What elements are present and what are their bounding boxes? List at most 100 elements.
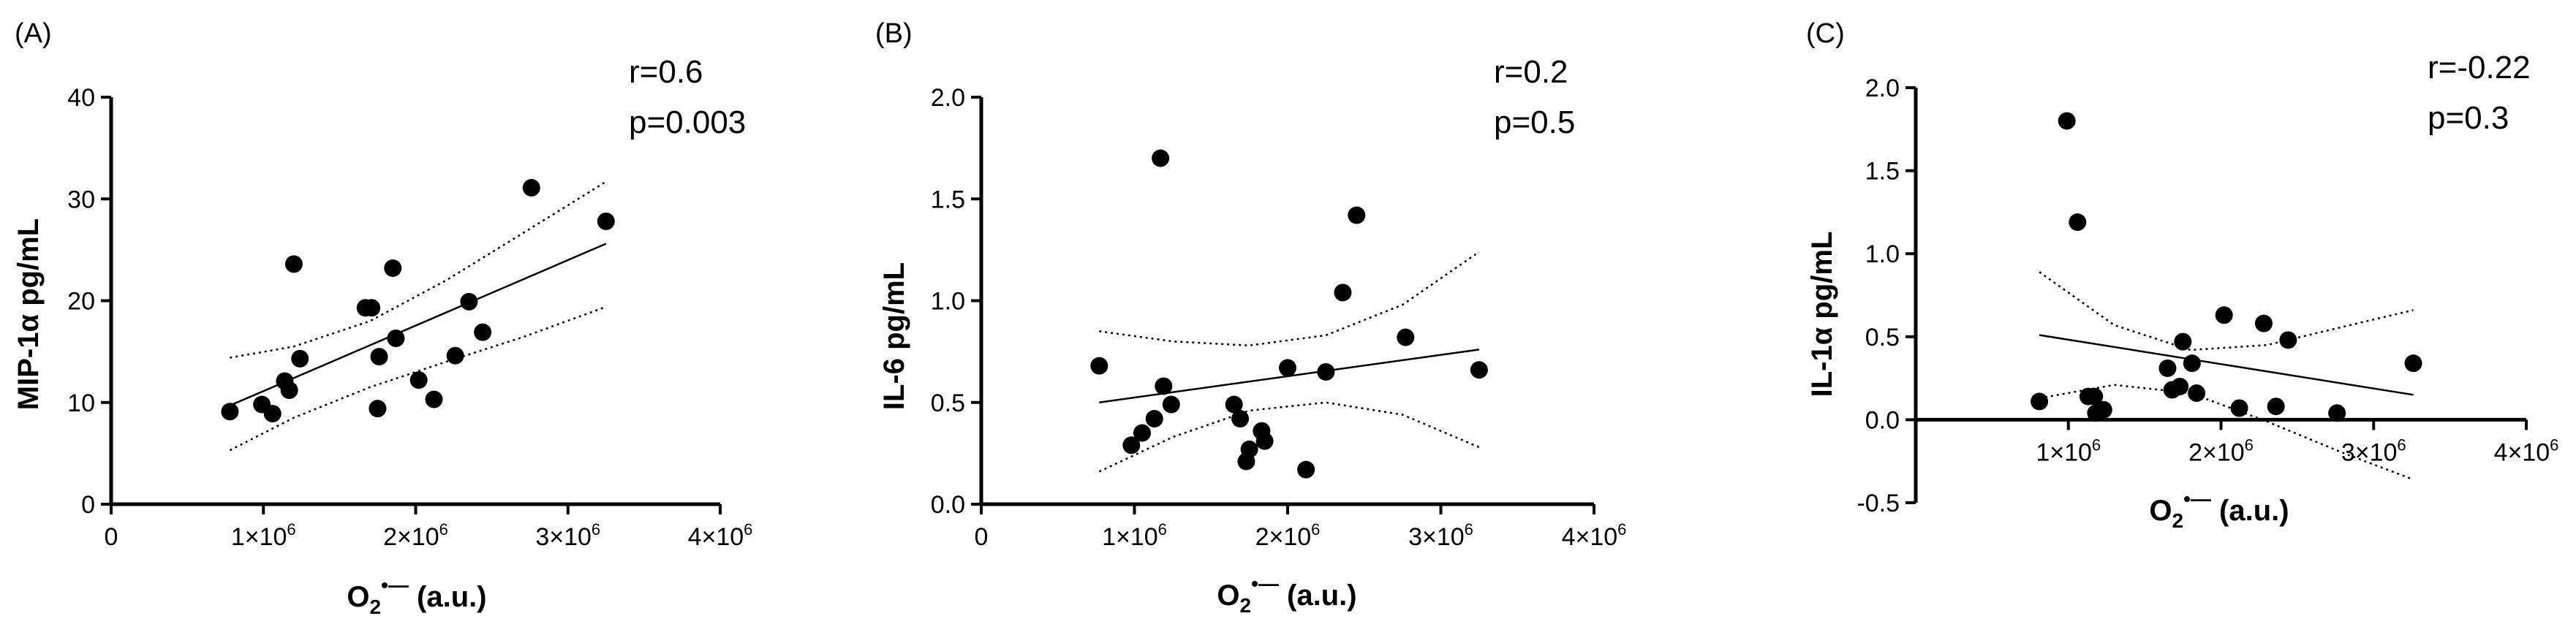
data-point-c <box>2230 399 2248 417</box>
data-point-a <box>409 371 428 389</box>
x-tick-label-a: 4×106 <box>688 520 753 551</box>
x-tick-label-a: 1×106 <box>231 520 296 551</box>
data-point-a <box>474 323 492 341</box>
x-tick-label-b: 3×106 <box>1408 520 1473 551</box>
data-point-a <box>291 349 309 368</box>
data-point-b <box>1470 361 1488 379</box>
regression-line-c <box>2039 334 2414 396</box>
x-tick-label-c: 2×106 <box>2188 436 2254 466</box>
panel-b: (B) r=0.2 p=0.5 IL-6 pg/mL 0.0 0.5 1.0 1.5 2… <box>875 18 1626 617</box>
data-point-b <box>1122 436 1141 455</box>
ci-upper-b <box>1099 251 1480 347</box>
data-point-b <box>1162 395 1180 414</box>
stat-p-a: p=0.003 <box>629 104 746 140</box>
y-tick-label-c: 1.0 <box>1865 240 1900 268</box>
data-point-c <box>2158 359 2177 377</box>
data-point-c <box>2254 314 2273 332</box>
data-point-c <box>2279 331 2297 349</box>
panel-label-b: (B) <box>875 18 913 49</box>
y-tick-label-a: 40 <box>67 84 95 112</box>
ci-upper-c <box>2039 271 2414 351</box>
data-point-a <box>370 348 388 366</box>
data-point-c <box>2085 387 2104 406</box>
data-point-c <box>2094 400 2112 419</box>
y-tick-label-b: 2.0 <box>931 84 965 112</box>
data-point-c <box>2404 354 2422 373</box>
data-point-b <box>1133 424 1151 442</box>
data-point-a <box>597 212 615 230</box>
x-tick-label-b: 0 <box>975 523 989 551</box>
data-point-b <box>1225 395 1243 414</box>
data-point-b <box>1397 328 1415 346</box>
y-tick-label-b: 1.5 <box>931 186 965 213</box>
ci-lower-c <box>2039 384 2414 481</box>
data-point-a <box>369 400 387 418</box>
data-point-b <box>1152 149 1170 167</box>
y-tick-label-a: 0 <box>81 491 95 519</box>
panel-a: (A) r=0.6 p=0.003 MIP-1α pg/mL 0 10 20 30 40… <box>12 18 752 618</box>
data-point-b <box>1155 377 1173 395</box>
data-point-b <box>1090 357 1108 375</box>
stat-r-c: r=-0.22 <box>2428 50 2531 85</box>
y-tick-label-c: 2.0 <box>1865 75 1900 102</box>
x-axis-label-c: O2•— (a.u.) <box>2149 487 2289 532</box>
y-tick-label-b: 1.0 <box>931 288 965 316</box>
data-point-c <box>2183 354 2201 373</box>
ci-upper-a <box>230 180 607 359</box>
data-point-c <box>2215 306 2233 324</box>
data-point-b <box>1317 362 1335 381</box>
data-point-b <box>1297 460 1315 479</box>
y-tick-label-c: 1.5 <box>1865 158 1900 186</box>
x-tick-label-c: 3×106 <box>2341 436 2406 466</box>
data-point-a <box>363 299 381 317</box>
data-point-a <box>446 346 464 365</box>
data-point-b <box>1231 410 1250 428</box>
data-point-c <box>2328 404 2346 422</box>
data-point-a <box>387 330 405 348</box>
panel-label-a: (A) <box>15 18 52 49</box>
data-point-a <box>221 403 239 421</box>
data-point-a <box>384 259 402 277</box>
data-point-c <box>2031 392 2049 411</box>
data-point-b <box>1255 432 1274 450</box>
x-axis-label-a: O2•— (a.u.) <box>347 574 486 618</box>
y-axis-label-a: MIP-1α pg/mL <box>12 218 45 410</box>
data-point-b <box>1145 410 1163 428</box>
data-point-a <box>263 405 282 423</box>
y-tick-label-a: 10 <box>67 389 95 417</box>
data-point-a <box>522 178 540 197</box>
y-axis-label-c: IL-1α pg/mL <box>1806 232 1838 398</box>
data-point-b <box>1334 284 1352 302</box>
data-point-b <box>1240 440 1258 458</box>
data-point-b <box>1279 359 1296 377</box>
panel-label-c: (C) <box>1806 18 1845 49</box>
y-tick-label-a: 30 <box>67 186 95 213</box>
y-tick-label-b: 0.5 <box>931 389 965 417</box>
x-tick-label-a: 0 <box>105 523 118 551</box>
x-tick-label-b: 1×106 <box>1102 520 1167 551</box>
stat-r-a: r=0.6 <box>629 54 703 90</box>
y-tick-label-c: -0.5 <box>1857 490 1900 517</box>
data-point-c <box>2267 398 2285 416</box>
data-point-c <box>2188 384 2206 403</box>
data-point-c <box>2069 213 2087 232</box>
y-tick-label-b: 0.0 <box>931 491 965 519</box>
data-point-a <box>280 381 298 400</box>
data-point-a <box>284 255 303 273</box>
data-point-c <box>2171 377 2189 395</box>
panel-c: (C) r=-0.22 p=0.3 IL-1α pg/mL -0.5 0.0 0.5… <box>1806 18 2558 532</box>
x-tick-label-c: 1×106 <box>2036 436 2101 466</box>
data-point-c <box>2174 332 2192 351</box>
data-point-c <box>2058 112 2076 130</box>
y-axis-label-b: IL-6 pg/mL <box>878 262 910 410</box>
ci-lower-a <box>229 305 607 452</box>
x-tick-label-a: 2×106 <box>383 520 448 551</box>
y-tick-label-a: 20 <box>67 288 95 316</box>
x-tick-label-b: 2×106 <box>1255 520 1321 551</box>
ci-lower-b <box>1098 401 1480 473</box>
y-tick-label-c: 0.0 <box>1865 406 1900 434</box>
stat-r-b: r=0.2 <box>1494 54 1568 90</box>
data-point-a <box>460 292 478 311</box>
data-point-a <box>425 390 443 408</box>
